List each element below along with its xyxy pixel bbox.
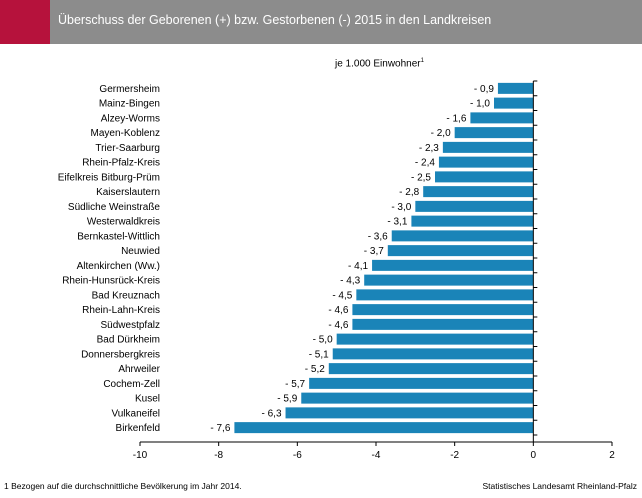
bar xyxy=(454,127,534,139)
category-label: Eifelkreis Bitburg-Prüm xyxy=(58,172,160,183)
value-label: - 5,9 xyxy=(277,394,297,405)
category-label: Rhein-Pfalz-Kreis xyxy=(82,158,160,169)
value-label: - 4,6 xyxy=(328,305,348,316)
category-label: Kusel xyxy=(135,394,160,405)
subtitle-footnote-mark: 1 xyxy=(420,58,424,64)
value-label: - 5,0 xyxy=(313,335,333,346)
x-tick-label: -4 xyxy=(372,450,381,461)
x-tick-label: 0 xyxy=(531,450,537,461)
category-label: Südliche Weinstraße xyxy=(68,202,161,213)
x-tick-label: -6 xyxy=(293,450,302,461)
bar xyxy=(435,171,534,183)
x-tick-label: 2 xyxy=(609,450,615,461)
value-label: - 4,3 xyxy=(340,276,360,287)
value-label: - 5,1 xyxy=(309,349,329,360)
bar xyxy=(285,407,534,419)
bar xyxy=(332,348,534,360)
subtitle-text: je 1.000 Einwohner xyxy=(335,58,421,70)
category-label: Birkenfeld xyxy=(116,423,160,434)
x-tick-label: -8 xyxy=(214,450,223,461)
bar xyxy=(301,392,534,404)
bar xyxy=(497,82,534,94)
value-label: - 2,0 xyxy=(431,128,451,139)
category-label: Cochem-Zell xyxy=(103,379,160,390)
bar xyxy=(336,333,534,345)
category-label: Germersheim xyxy=(99,84,160,95)
category-label: Mayen-Koblenz xyxy=(91,128,160,139)
value-label: - 0,9 xyxy=(474,84,494,95)
category-label: Südwestpfalz xyxy=(101,320,160,331)
value-label: - 4,6 xyxy=(328,320,348,331)
header-accent xyxy=(0,0,50,44)
bar xyxy=(364,274,534,286)
value-label: - 3,6 xyxy=(368,231,388,242)
value-label: - 2,8 xyxy=(399,187,419,198)
category-label: Donnersbergkreis xyxy=(81,349,160,360)
value-label: - 2,4 xyxy=(415,158,435,169)
value-label: - 4,1 xyxy=(348,261,368,272)
value-label: - 1,6 xyxy=(446,113,466,124)
footnote: 1 Bezogen auf die durchschnittliche Bevö… xyxy=(4,481,242,491)
bar xyxy=(234,422,534,434)
header-bar: Überschuss der Geborenen (+) bzw. Gestor… xyxy=(0,0,642,44)
category-label: Alzey-Worms xyxy=(101,113,160,124)
source-note: Statistisches Landesamt Rheinland-Pfalz xyxy=(482,481,638,491)
x-tick-label: -10 xyxy=(133,450,148,461)
category-label: Mainz-Bingen xyxy=(99,99,160,110)
value-label: - 5,7 xyxy=(285,379,305,390)
category-label: Trier-Saarburg xyxy=(95,143,160,154)
category-label: Neuwied xyxy=(121,246,160,257)
bar xyxy=(309,377,534,389)
bar xyxy=(387,245,534,257)
value-label: - 5,2 xyxy=(305,364,325,375)
category-label: Vulkaneifel xyxy=(111,408,160,419)
bar xyxy=(415,200,534,212)
value-label: - 1,0 xyxy=(470,99,490,110)
bar xyxy=(372,259,534,271)
bar xyxy=(352,318,534,330)
category-label: Bad Kreuznach xyxy=(92,290,160,301)
value-label: - 2,5 xyxy=(411,172,431,183)
value-label: - 7,6 xyxy=(210,423,230,434)
bar xyxy=(438,156,534,168)
bar xyxy=(391,230,534,242)
bar xyxy=(470,112,534,124)
bar xyxy=(352,304,534,316)
bar xyxy=(411,215,534,227)
category-label: Westerwaldkreis xyxy=(87,217,160,228)
bar xyxy=(328,363,534,375)
value-label: - 4,5 xyxy=(332,290,352,301)
bar xyxy=(423,186,534,198)
x-tick-label: -2 xyxy=(450,450,459,461)
bar xyxy=(356,289,534,301)
category-label: Altenkirchen (Ww.) xyxy=(77,261,160,272)
category-label: Bad Dürkheim xyxy=(97,335,160,346)
value-label: - 3,7 xyxy=(364,246,384,257)
category-label: Bernkastel-Wittlich xyxy=(77,231,160,242)
value-label: - 3,0 xyxy=(391,202,411,213)
bar xyxy=(442,141,534,153)
chart-subtitle: je 1.000 Einwohner1 xyxy=(335,58,424,69)
value-label: - 6,3 xyxy=(262,408,282,419)
category-label: Rhein-Hunsrück-Kreis xyxy=(62,276,160,287)
category-label: Rhein-Lahn-Kreis xyxy=(82,305,160,316)
bar xyxy=(494,97,534,109)
chart-title: Überschuss der Geborenen (+) bzw. Gestor… xyxy=(58,13,492,27)
value-label: - 2,3 xyxy=(419,143,439,154)
category-label: Ahrweiler xyxy=(118,364,160,375)
category-label: Kaiserslautern xyxy=(96,187,160,198)
value-label: - 3,1 xyxy=(387,217,407,228)
